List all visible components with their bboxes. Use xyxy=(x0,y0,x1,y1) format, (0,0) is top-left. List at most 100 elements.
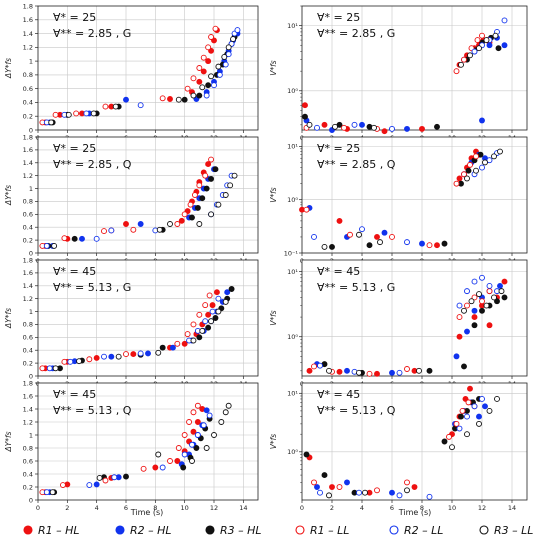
annotation-line-1: ∀* = 45 xyxy=(317,388,360,401)
data-point xyxy=(199,195,206,202)
data-point xyxy=(486,42,493,49)
data-point xyxy=(314,124,320,131)
data-point xyxy=(332,123,338,130)
data-point xyxy=(404,239,410,246)
y-tick-label: 1.6 xyxy=(23,269,33,277)
y-axis-label: ΔY*fs xyxy=(4,431,13,452)
data-point xyxy=(202,172,209,179)
data-point xyxy=(479,307,485,314)
y-tick-label: 1 xyxy=(29,57,33,65)
legend-item: R3 – LL xyxy=(479,524,533,537)
data-point xyxy=(123,473,129,480)
legend-label: R2 – LL xyxy=(404,524,443,537)
data-point xyxy=(479,164,485,171)
x-tick-label: 4 xyxy=(95,504,99,512)
x-tick-label: 0 xyxy=(36,504,40,512)
data-point xyxy=(464,328,470,335)
y-tick-label: 1 xyxy=(29,185,33,193)
data-point xyxy=(221,54,228,60)
data-point xyxy=(174,458,181,464)
data-point xyxy=(359,226,365,233)
data-point xyxy=(93,235,100,242)
data-point xyxy=(486,157,493,164)
data-point xyxy=(169,344,176,351)
y-tick-label: 1.6 xyxy=(23,16,33,24)
data-point xyxy=(76,358,83,365)
data-point xyxy=(416,367,422,374)
data-point xyxy=(479,396,485,402)
data-point xyxy=(501,294,508,301)
data-point xyxy=(317,489,323,496)
data-point xyxy=(211,82,217,89)
legend-item: R3 – HL xyxy=(205,524,262,537)
y-tick-label: 1.6 xyxy=(23,146,33,154)
data-point xyxy=(212,315,219,321)
legend-label: R3 – HL xyxy=(220,524,262,537)
annotation-line-2: ∀** = 5.13 , Q xyxy=(317,404,396,417)
data-point xyxy=(39,365,46,372)
data-point xyxy=(465,167,472,174)
data-point xyxy=(208,175,215,182)
x-tick-label: 10 xyxy=(181,504,189,512)
plot-area xyxy=(302,260,527,376)
data-point xyxy=(366,370,373,377)
plot-area xyxy=(38,260,258,376)
data-point xyxy=(497,283,503,289)
data-point xyxy=(404,125,410,132)
data-point xyxy=(213,289,220,296)
data-point xyxy=(211,432,217,438)
data-point xyxy=(498,288,505,295)
panel-left-2: 0246810121400.20.40.60.811.21.41.61.8ΔY*… xyxy=(4,133,259,265)
data-point xyxy=(456,333,463,340)
panel-right-4: 0 2 4 6 8 10 12 14 10⁰ 10¹ V*fs ∀* = 45 ∀** = 5.13 ,… xyxy=(269,382,528,512)
y-axis-label: V*fs xyxy=(269,310,278,326)
data-point xyxy=(203,185,210,192)
data-point xyxy=(479,298,485,305)
data-point xyxy=(190,92,197,99)
data-point xyxy=(459,407,466,414)
data-point xyxy=(159,344,166,351)
annotation-line-1: ∀* = 25 xyxy=(317,11,360,24)
data-point xyxy=(381,229,388,236)
data-point xyxy=(471,48,478,55)
data-point xyxy=(311,363,317,370)
data-point xyxy=(476,413,482,420)
data-point xyxy=(326,492,332,499)
data-point xyxy=(51,242,58,249)
plot-frame xyxy=(37,136,259,254)
data-point xyxy=(115,353,122,360)
data-point xyxy=(302,102,308,109)
annotation-line-1: ∀* = 25 xyxy=(53,11,96,24)
y-tick-label: 0.8 xyxy=(23,321,33,329)
data-point xyxy=(482,159,488,166)
legend-marker xyxy=(479,525,489,535)
data-point xyxy=(123,221,129,227)
data-point xyxy=(205,324,212,331)
annotation-line-1: ∀* = 25 xyxy=(53,142,96,155)
data-point xyxy=(336,484,343,490)
y-tick-label: 0.4 xyxy=(23,347,33,355)
data-point xyxy=(456,175,463,182)
data-point xyxy=(336,217,343,224)
data-point xyxy=(189,214,195,221)
data-point xyxy=(234,27,241,34)
data-point xyxy=(130,226,137,233)
series-r1-ll xyxy=(39,402,201,496)
data-point xyxy=(228,286,235,292)
data-point xyxy=(473,167,479,174)
data-point xyxy=(202,302,209,309)
data-point xyxy=(203,445,210,451)
series-r3-ll xyxy=(52,298,229,372)
data-point xyxy=(458,413,464,420)
data-point xyxy=(374,487,380,494)
data-point xyxy=(419,240,425,247)
data-point xyxy=(449,444,455,451)
y-axis-label: ΔY*fs xyxy=(4,58,13,79)
data-point xyxy=(464,413,470,420)
data-point xyxy=(208,34,215,40)
data-point xyxy=(471,294,478,301)
y-tick-label: 0.2 xyxy=(23,236,33,244)
plot-frame xyxy=(301,259,528,377)
data-point xyxy=(184,85,191,92)
data-point xyxy=(174,340,181,347)
